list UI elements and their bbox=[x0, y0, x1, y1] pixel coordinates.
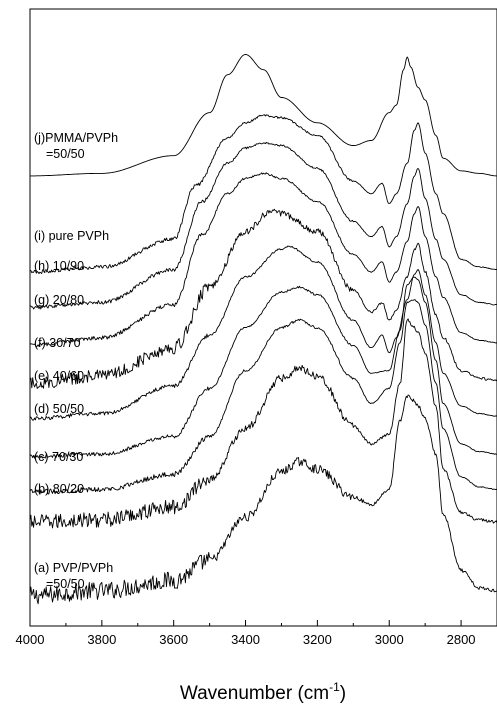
series-label-5: (f) 30/70 bbox=[34, 336, 81, 350]
series-label-2: (c) 70/30 bbox=[34, 450, 83, 464]
x-axis-title: Wavenumber (cm-1) bbox=[180, 680, 346, 704]
series-line-0 bbox=[29, 394, 497, 605]
series-line-4 bbox=[29, 245, 497, 421]
series-label-4: (e) 40/60 bbox=[34, 369, 84, 383]
x-tick-label-4000: 4000 bbox=[16, 632, 45, 647]
x-tick-label-3000: 3000 bbox=[375, 632, 404, 647]
series-label-7: (h) 10/90 bbox=[34, 259, 84, 273]
series-line-8 bbox=[30, 114, 497, 275]
x-tick-label-3800: 3800 bbox=[87, 632, 116, 647]
x-tick-label-3200: 3200 bbox=[303, 632, 332, 647]
series-line-1 bbox=[29, 318, 497, 529]
series-label-8: (i) pure PVPh bbox=[34, 229, 109, 243]
spectra-curves bbox=[29, 54, 497, 605]
series-line-5 bbox=[29, 208, 497, 389]
series-line-6 bbox=[29, 172, 497, 348]
series-line-3 bbox=[29, 276, 497, 459]
series-label-line2-9: =50/50 bbox=[46, 147, 85, 161]
x-tick-label-3400: 3400 bbox=[231, 632, 260, 647]
series-label-1: (b) 80/20 bbox=[34, 482, 84, 496]
series-label-6: (g) 20/80 bbox=[34, 293, 84, 307]
series-label-3: (d) 50/50 bbox=[34, 402, 84, 416]
series-line-7 bbox=[29, 141, 497, 310]
x-axis-ticks: 4000 3800 3600 3400 3200 3000 2800 bbox=[16, 620, 476, 647]
x-tick-label-2800: 2800 bbox=[447, 632, 476, 647]
series-label-line2-0: =50/50 bbox=[46, 577, 85, 591]
series-line-2 bbox=[29, 299, 497, 495]
series-line-9 bbox=[30, 54, 497, 177]
plot-frame bbox=[29, 8, 497, 627]
series-label-0: (a) PVP/PVPh bbox=[34, 561, 113, 575]
series-label-9: (j)PMMA/PVPh bbox=[34, 131, 118, 145]
series-labels: (a) PVP/PVPh =50/50 (b) 80/20 (c) 70/30 (d) … bbox=[34, 131, 118, 591]
x-tick-label-3600: 3600 bbox=[159, 632, 188, 647]
